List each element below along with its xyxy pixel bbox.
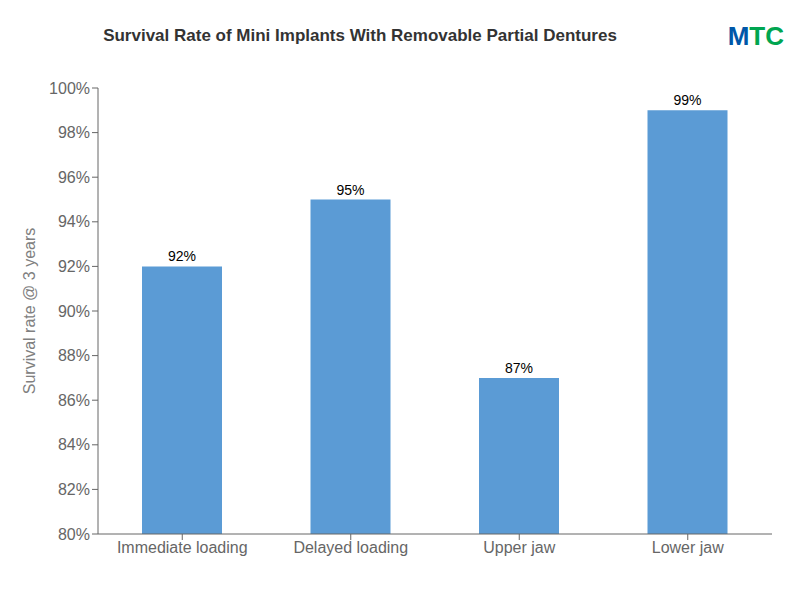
svg-text:Immediate loading: Immediate loading bbox=[117, 539, 248, 556]
svg-text:Upper jaw: Upper jaw bbox=[483, 539, 555, 556]
svg-text:Lower jaw: Lower jaw bbox=[652, 539, 724, 556]
svg-text:92%: 92% bbox=[168, 248, 196, 264]
svg-text:84%: 84% bbox=[58, 436, 90, 453]
svg-text:96%: 96% bbox=[58, 169, 90, 186]
svg-text:87%: 87% bbox=[505, 360, 533, 376]
svg-text:95%: 95% bbox=[336, 182, 364, 198]
html-text:M TC: M TC bbox=[727, 20, 784, 51]
svg-text:80%: 80% bbox=[58, 526, 90, 543]
svg-text:99%: 99% bbox=[673, 92, 701, 108]
svg-text:98%: 98% bbox=[58, 124, 90, 141]
svg-text:90%: 90% bbox=[58, 303, 90, 320]
svg-text:88%: 88% bbox=[58, 347, 90, 364]
svg-text:92%: 92% bbox=[58, 258, 90, 275]
svg-text:86%: 86% bbox=[58, 392, 90, 409]
html-text:Survival Rate of Mini Implants: Survival Rate of Mini Implants With Remo… bbox=[103, 26, 617, 45]
svg-text:Survival rate @ 3 years: Survival rate @ 3 years bbox=[21, 228, 38, 395]
svg-text:94%: 94% bbox=[58, 213, 90, 230]
svg-text:100%: 100% bbox=[49, 80, 90, 97]
svg-text:Delayed loading: Delayed loading bbox=[293, 539, 408, 556]
svg-text:82%: 82% bbox=[58, 481, 90, 498]
